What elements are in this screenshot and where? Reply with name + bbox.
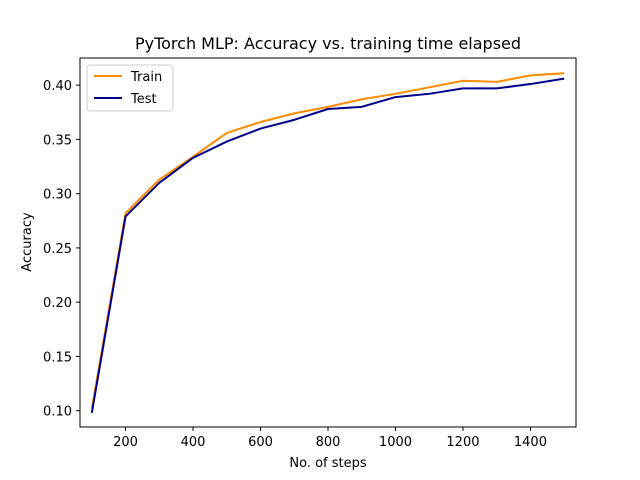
x-tick-label: 600 xyxy=(248,435,273,450)
y-axis-label: Accuracy xyxy=(20,212,35,272)
series-layer xyxy=(90,72,565,414)
x-tick-label: 1200 xyxy=(446,435,479,450)
legend: Train Test xyxy=(86,64,174,112)
x-tick-label: 1400 xyxy=(514,435,547,450)
legend-label-test: Test xyxy=(130,92,157,107)
series-line-test xyxy=(90,77,565,414)
x-tick-label: 400 xyxy=(181,435,206,450)
y-tick-label: 0.10 xyxy=(43,405,72,420)
x-tick-label: 800 xyxy=(316,435,341,450)
x-axis: 200 400 600 800 1000 1200 1400 xyxy=(113,427,547,450)
legend-label-train: Train xyxy=(130,70,162,85)
y-tick-label: 0.40 xyxy=(43,79,72,94)
y-tick-label: 0.20 xyxy=(43,296,72,311)
y-tick-label: 0.35 xyxy=(43,133,72,148)
y-tick-label: 0.15 xyxy=(43,350,72,365)
y-axis: 0.10 0.15 0.20 0.25 0.30 0.35 0.40 xyxy=(43,79,80,420)
x-axis-label: No. of steps xyxy=(289,456,366,471)
x-tick-label: 1000 xyxy=(379,435,412,450)
y-tick-label: 0.25 xyxy=(43,242,72,257)
y-tick-label: 0.30 xyxy=(43,188,72,203)
chart-title: PyTorch MLP: Accuracy vs. training time … xyxy=(135,34,521,53)
x-tick-label: 200 xyxy=(113,435,138,450)
series-line-train xyxy=(90,72,565,409)
